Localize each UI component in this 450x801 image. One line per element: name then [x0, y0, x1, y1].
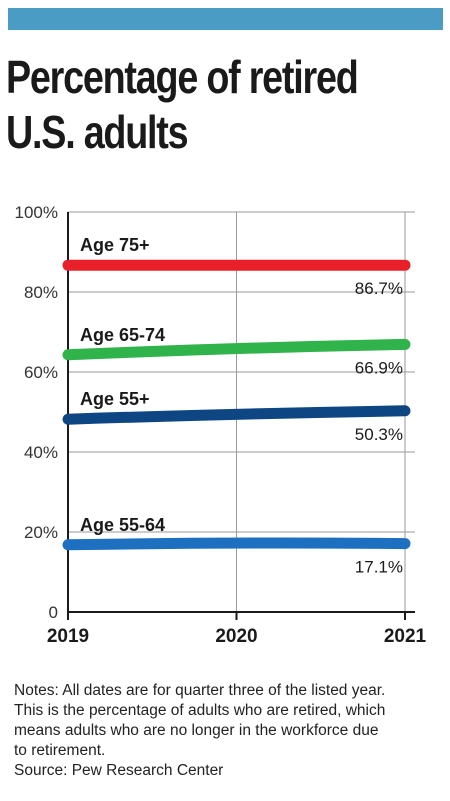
- notes-line-2: This is the percentage of adults who are…: [14, 702, 386, 719]
- series-name-label: Age 55-64: [80, 515, 165, 535]
- notes-line-1: Notes: All dates are for quarter three o…: [14, 682, 386, 699]
- data-label: 17.1%: [355, 558, 403, 577]
- y-tick-label: 100%: [15, 203, 58, 222]
- notes-line-3: means adults who are no longer in the wo…: [14, 722, 379, 739]
- notes-line-4: to retirement.: [14, 742, 106, 759]
- y-tick-label: 40%: [24, 443, 58, 462]
- series-name-label: Age 65-74: [80, 325, 165, 345]
- line-chart: 0 20% 40% 60% 80% 100% 2019 2020 2021 Age 75+ 86.7…: [15, 203, 427, 647]
- series-line: [62, 405, 411, 425]
- title-line-1: Percentage of retired: [6, 51, 359, 103]
- series-name-label: Age 55+: [80, 389, 150, 409]
- y-tick-label: 60%: [24, 363, 58, 382]
- source-line: Source: Pew Research Center: [14, 762, 224, 779]
- chart-title: Percentage of retired U.S. adults: [6, 50, 359, 160]
- y-tick-label: 0: [49, 603, 58, 622]
- x-tick-label: 2019: [47, 626, 89, 647]
- notes-block: Notes: All dates are for quarter three o…: [14, 681, 440, 781]
- x-tick-label: 2020: [215, 626, 257, 647]
- data-label: 50.3%: [355, 425, 403, 444]
- data-label: 66.9%: [355, 358, 403, 377]
- header-accent-bar: [8, 8, 443, 30]
- data-label: 86.7%: [355, 279, 403, 298]
- series-line: [62, 537, 411, 551]
- x-tick-label: 2021: [384, 626, 427, 647]
- y-tick-label: 80%: [24, 283, 58, 302]
- title-line-2: U.S. adults: [6, 106, 189, 158]
- series-line: [62, 338, 411, 361]
- series-name-label: Age 75+: [80, 235, 150, 255]
- y-tick-label: 20%: [24, 523, 58, 542]
